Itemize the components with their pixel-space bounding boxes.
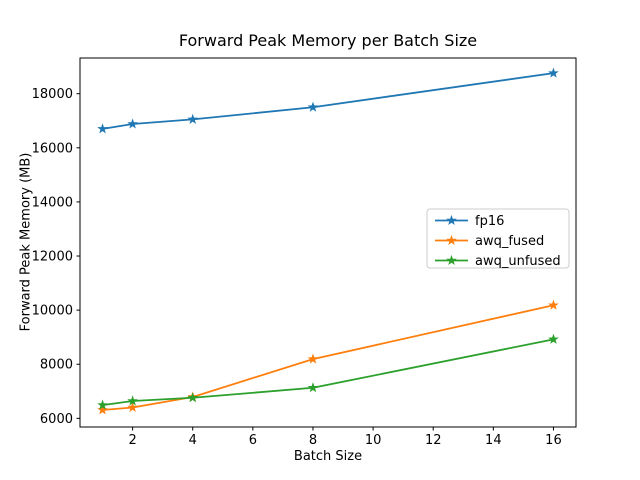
legend-label-fp16: fp16	[475, 214, 504, 229]
legend-marker-fp16	[446, 214, 457, 226]
legend-marker-awq_fused	[446, 234, 457, 246]
x-tick-label: 14	[485, 433, 502, 448]
y-tick-label: 12000	[32, 250, 73, 265]
x-tick-label: 2	[128, 433, 136, 448]
y-tick-label: 8000	[40, 358, 73, 373]
data-point-awq_unfused	[127, 395, 138, 406]
x-tick-label: 4	[189, 433, 197, 448]
legend-label-awq_unfused: awq_unfused	[475, 254, 561, 269]
data-point-awq_fused	[127, 401, 138, 413]
data-point-awq_fused	[97, 404, 108, 415]
data-point-awq_unfused	[97, 399, 108, 410]
legend-label-awq_fused: awq_fused	[475, 234, 544, 249]
series-line-awq_unfused	[102, 338, 554, 406]
legend-marker-awq_unfused	[446, 254, 457, 266]
data-point-awq_unfused	[187, 392, 199, 403]
data-point-fp16	[127, 118, 138, 129]
y-tick-label: 6000	[40, 412, 73, 427]
y-tick-label: 16000	[32, 141, 73, 156]
x-axis-label: Batch Size	[293, 449, 363, 464]
y-axis-label: Forward Peak Memory (MB)	[18, 152, 34, 332]
chart-title: Forward Peak Memory per Batch Size	[178, 31, 478, 50]
data-point-fp16	[548, 67, 559, 78]
data-point-awq_unfused	[307, 382, 319, 393]
x-tick-label: 12	[425, 433, 442, 448]
data-point-fp16	[187, 113, 199, 124]
y-tick-label: 10000	[32, 304, 73, 319]
series-line-fp16	[102, 72, 554, 130]
data-point-awq_fused	[548, 299, 559, 310]
plot-border	[79, 57, 577, 428]
x-tick-label: 10	[365, 433, 382, 448]
y-tick-label: 14000	[32, 195, 73, 210]
data-point-fp16	[307, 101, 319, 112]
x-tick-label: 8	[309, 433, 317, 448]
y-tick-label: 18000	[32, 87, 73, 102]
legend	[426, 208, 570, 269]
series-line-awq_fused	[102, 304, 554, 411]
x-tick-label: 6	[249, 433, 257, 448]
x-tick-label: 16	[545, 433, 562, 448]
data-point-awq_fused	[307, 353, 319, 364]
data-point-fp16	[97, 123, 108, 134]
data-point-awq_unfused	[548, 333, 559, 344]
